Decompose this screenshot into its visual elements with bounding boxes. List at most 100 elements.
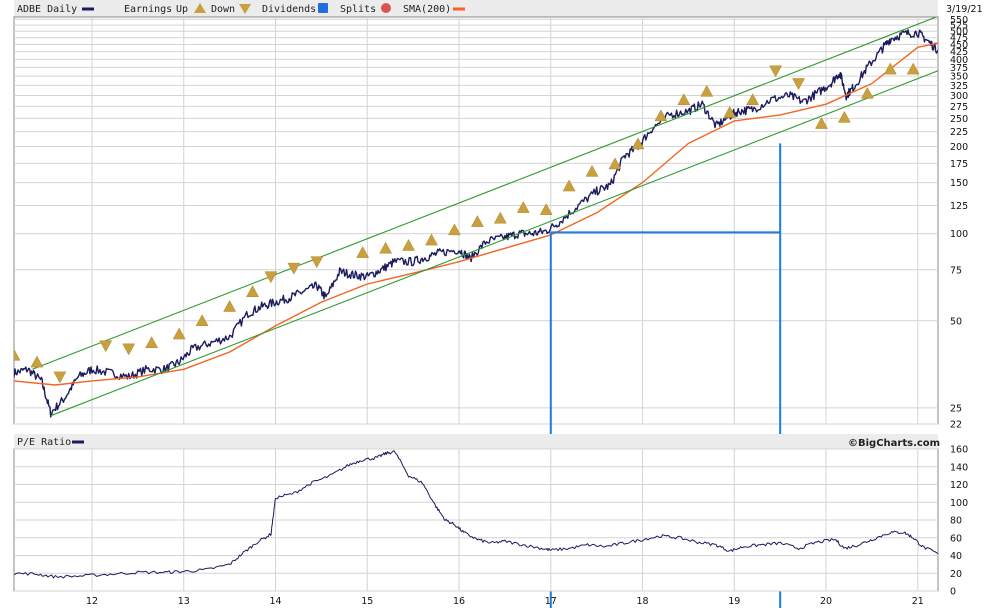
earnings-down-icon xyxy=(239,4,251,14)
x-tick: 21 xyxy=(912,596,924,607)
earnings-up-marker xyxy=(195,314,209,327)
earnings-up-marker xyxy=(223,299,237,312)
earnings-up-marker xyxy=(246,285,259,297)
pe-y-tick: 60 xyxy=(950,533,962,544)
price-y-tick: 450 xyxy=(950,40,968,51)
earnings-down-marker xyxy=(769,65,783,78)
legend-splits: Splits xyxy=(340,4,376,15)
pe-series-group xyxy=(14,450,938,579)
earnings-down-marker xyxy=(792,78,805,91)
pe-y-axis: 160 140 120 100 80 60 40 20 0 xyxy=(950,445,968,598)
price-y-tick: 100 xyxy=(950,229,968,240)
earnings-up-marker xyxy=(516,201,530,213)
dividends-icon xyxy=(318,3,328,13)
earnings-up-icon xyxy=(194,3,206,13)
price-y-tick: 25 xyxy=(950,403,962,414)
price-y-tick: 550 xyxy=(950,15,968,26)
x-tick: 19 xyxy=(728,596,740,607)
price-y-tick: 75 xyxy=(950,265,962,276)
price-y-tick: 325 xyxy=(950,81,968,92)
pe-y-tick: 40 xyxy=(950,551,962,562)
earnings-up-marker xyxy=(860,86,874,99)
earnings-down-marker xyxy=(310,256,324,269)
price-y-tick: 525 xyxy=(950,21,968,32)
price-y-tick: 200 xyxy=(950,142,968,153)
earnings-up-marker xyxy=(425,233,438,246)
pe-y-tick: 100 xyxy=(950,498,968,509)
x-tick: 20 xyxy=(820,596,832,607)
pe-y-tick: 140 xyxy=(950,462,968,473)
x-tick: 17 xyxy=(545,596,557,607)
x-tick: 14 xyxy=(269,596,281,607)
price-y-tick: 225 xyxy=(950,127,968,138)
earnings-down-marker xyxy=(122,343,136,356)
earnings-up-marker xyxy=(815,117,828,129)
pe-y-tick: 120 xyxy=(950,480,968,491)
legend-sma: SMA(200) xyxy=(403,4,451,15)
earnings-up-marker xyxy=(700,84,714,97)
price-series-group xyxy=(14,17,938,418)
price-y-tick: 22 xyxy=(950,420,962,431)
pe-y-tick: 80 xyxy=(950,516,962,527)
x-tick: 16 xyxy=(453,596,465,607)
earnings-up-marker xyxy=(631,137,645,150)
earnings-down-marker xyxy=(53,371,67,384)
pe-gridlines xyxy=(14,448,938,592)
x-tick: 15 xyxy=(361,596,373,607)
legend-down: Down xyxy=(211,4,235,15)
earnings-up-marker xyxy=(493,211,507,224)
earnings-up-marker xyxy=(585,164,599,177)
legend-up: Up xyxy=(176,4,188,15)
price-y-tick: 125 xyxy=(950,201,968,212)
splits-icon xyxy=(381,3,391,13)
price-y-tick: 350 xyxy=(950,72,968,83)
x-tick: 18 xyxy=(636,596,648,607)
earnings-up-marker xyxy=(402,238,415,251)
pe-y-tick: 160 xyxy=(950,445,968,456)
x-axis: 12 13 14 15 16 17 18 19 20 21 xyxy=(86,596,924,607)
earnings-markers xyxy=(14,62,920,384)
earnings-up-marker xyxy=(883,62,897,75)
x-tick: 12 xyxy=(86,596,98,607)
series-adbe-daily xyxy=(14,29,938,418)
pe-legend-bar xyxy=(14,434,938,449)
x-tick: 13 xyxy=(178,596,190,607)
pe-y-tick: 0 xyxy=(950,587,956,598)
earnings-up-marker xyxy=(723,105,737,118)
earnings-up-marker xyxy=(539,203,553,215)
earnings-down-marker xyxy=(264,271,278,284)
price-y-tick: 475 xyxy=(950,33,968,44)
legend-earnings: Earnings xyxy=(124,4,172,15)
price-y-tick: 400 xyxy=(950,55,968,66)
earnings-up-marker xyxy=(906,62,920,75)
series-channel-upper xyxy=(32,17,938,370)
earnings-up-marker xyxy=(654,109,668,122)
price-y-tick: 500 xyxy=(950,27,968,38)
pe-label: P/E Ratio xyxy=(17,437,71,448)
price-y-tick: 300 xyxy=(950,91,968,102)
legend-ticker: ADBE Daily xyxy=(17,4,77,15)
price-y-tick: 425 xyxy=(950,47,968,58)
earnings-up-marker xyxy=(172,327,186,340)
price-y-tick: 175 xyxy=(950,159,968,170)
legend-dividends: Dividends xyxy=(262,4,316,15)
earnings-up-marker xyxy=(448,223,461,236)
series-channel-lower xyxy=(50,70,938,417)
bigcharts-credit: ©BigCharts.com xyxy=(848,438,940,449)
earnings-up-marker xyxy=(14,348,21,361)
price-y-tick: 375 xyxy=(950,63,968,74)
earnings-up-marker xyxy=(746,93,760,105)
earnings-up-marker xyxy=(145,336,159,348)
earnings-up-marker xyxy=(837,110,851,123)
price-y-tick: 150 xyxy=(950,178,968,189)
pe-y-tick: 20 xyxy=(950,569,962,580)
earnings-up-marker xyxy=(379,241,393,254)
earnings-down-marker xyxy=(99,340,113,353)
legend-date: 3/19/21 xyxy=(946,4,983,15)
price-y-tick: 275 xyxy=(950,102,968,113)
earnings-up-marker xyxy=(30,355,44,368)
earnings-up-marker xyxy=(608,157,622,170)
price-y-tick: 250 xyxy=(950,114,968,125)
